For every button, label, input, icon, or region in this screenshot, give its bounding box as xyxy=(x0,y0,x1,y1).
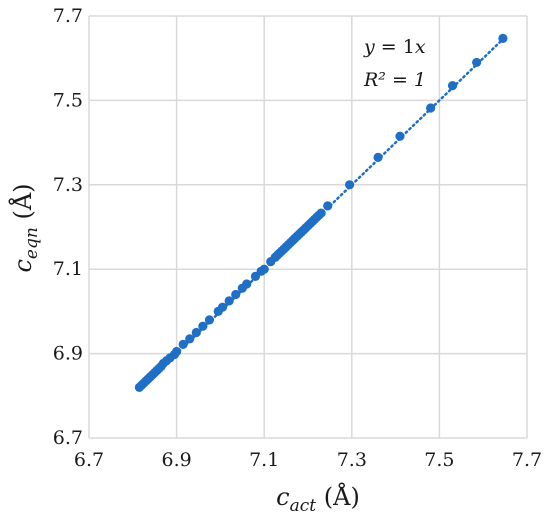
data-point xyxy=(498,33,508,43)
data-point xyxy=(224,296,234,306)
x-axis-title-sub: act xyxy=(290,496,317,516)
x-axis-title: cact (Å) xyxy=(276,482,360,516)
y-tick-label: 7.1 xyxy=(53,258,83,280)
x-tick-label: 6.7 xyxy=(74,449,104,471)
data-points xyxy=(134,33,508,392)
x-axis-title-unit: (Å) xyxy=(316,482,360,511)
y-axis-title-sub: eqn xyxy=(22,227,42,259)
grid-lines xyxy=(88,15,528,439)
y-axis-title-base: c xyxy=(9,259,37,272)
data-point xyxy=(472,57,482,68)
data-point xyxy=(345,180,355,190)
data-point xyxy=(316,208,326,218)
r-squared-label: R² = 1 xyxy=(363,69,426,91)
data-point xyxy=(447,81,458,91)
y-tick-label: 6.9 xyxy=(53,343,83,365)
data-point xyxy=(426,103,436,113)
y-tick-label: 6.7 xyxy=(53,427,83,449)
data-point xyxy=(185,334,195,344)
data-point xyxy=(373,152,383,162)
data-point xyxy=(242,279,252,289)
data-point xyxy=(323,201,333,211)
y-tick-label: 7.7 xyxy=(53,5,83,27)
equation-label: y = 1x xyxy=(363,36,426,58)
equation-lhs: y xyxy=(363,36,375,58)
y-axis-title-unit: (Å) xyxy=(8,183,37,227)
data-point xyxy=(231,289,241,300)
data-point xyxy=(259,264,269,274)
x-tick-label: 7.1 xyxy=(249,449,279,471)
y-axis-title: ceqn (Å) xyxy=(8,183,42,272)
x-axis-title-base: c xyxy=(276,483,289,511)
data-point xyxy=(172,346,182,357)
data-point xyxy=(198,321,208,331)
x-tick-label: 7.7 xyxy=(512,449,542,471)
x-tick-label: 7.5 xyxy=(424,449,454,471)
equation-mid: = 1 xyxy=(375,36,415,58)
x-tick-label: 7.3 xyxy=(337,449,367,471)
y-tick-label: 7.5 xyxy=(53,89,83,111)
x-tick-labels: 6.7 6.9 7.1 7.3 7.5 7.7 xyxy=(74,449,542,471)
x-tick-label: 6.9 xyxy=(161,449,191,471)
data-point xyxy=(191,327,201,338)
y-tick-label: 7.3 xyxy=(53,174,83,196)
y-tick-labels: 6.7 6.9 7.1 7.3 7.5 7.7 xyxy=(53,5,83,449)
data-point xyxy=(178,339,188,349)
data-point xyxy=(395,131,405,141)
data-point xyxy=(204,315,215,325)
equation-rhs: x xyxy=(415,36,426,58)
data-point xyxy=(217,302,228,312)
